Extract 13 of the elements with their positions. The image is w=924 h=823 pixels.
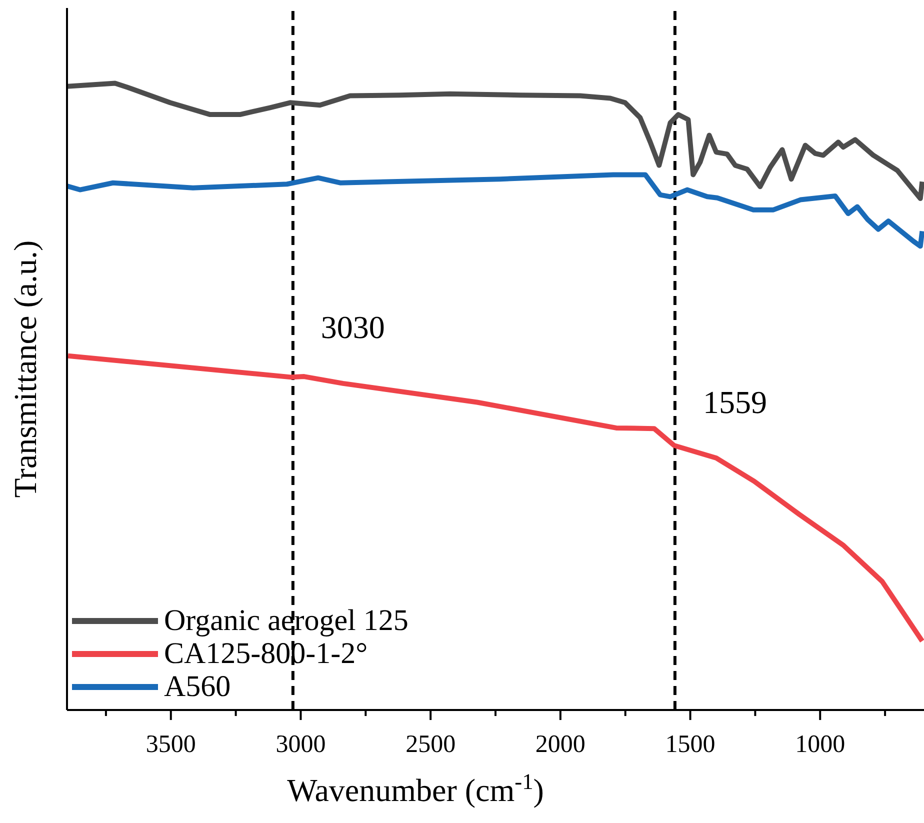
legend-label: A560 (164, 670, 231, 703)
legend-label: CA125-800-1-2° (164, 637, 368, 670)
x-tick-label: 1000 (795, 731, 846, 758)
legend-label: Organic aerogel 125 (164, 604, 408, 637)
x-tick-label: 2000 (535, 731, 586, 758)
x-tick-label: 2500 (406, 731, 456, 758)
x-tick-label: 1500 (665, 731, 716, 758)
ref-line-label: 1559 (702, 384, 767, 420)
x-axis-title: Wavenumber (cm$^{-1}$) (287, 768, 544, 808)
ref-line-label: 3030 (320, 309, 385, 345)
x-tick-label: 3000 (276, 731, 326, 758)
x-tick-label: 3500 (146, 731, 196, 758)
y-axis-title: Transmittance (a.u.) (7, 240, 43, 498)
